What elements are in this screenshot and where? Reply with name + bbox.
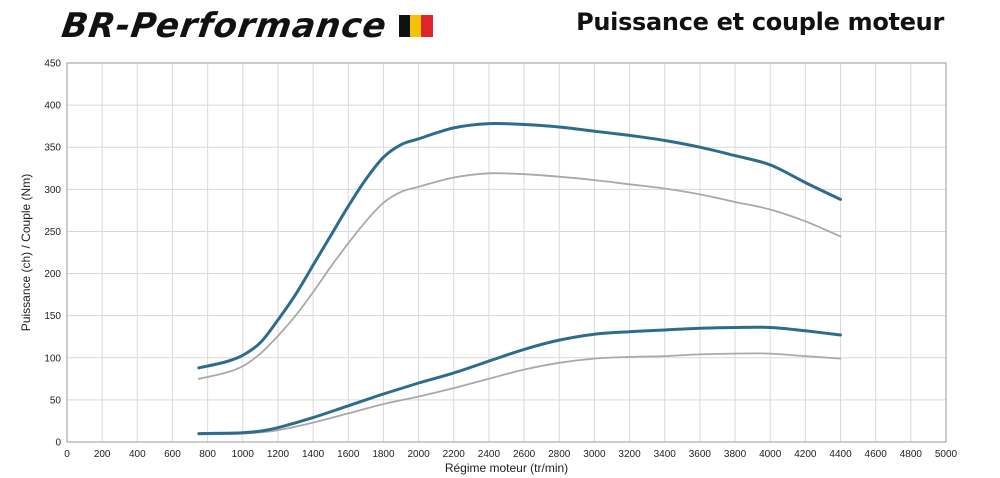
plot-border xyxy=(66,62,947,443)
y-tick-label: 150 xyxy=(44,311,61,322)
x-axis-label: Régime moteur (tr/min) xyxy=(445,461,568,475)
y-tick-label: 100 xyxy=(44,353,61,364)
power-stock-line xyxy=(197,352,842,436)
x-tick-label: 4000 xyxy=(759,449,782,460)
brand-logo: BR-Performance xyxy=(59,4,433,48)
x-tick-label: 2200 xyxy=(443,449,466,460)
flag-stripe-yellow xyxy=(410,15,422,37)
y-axis-label: Puissance (ch) / Couple (Nm) xyxy=(19,174,33,331)
x-tick-label: 4800 xyxy=(900,449,923,460)
x-tick-label: 2400 xyxy=(478,449,501,460)
x-tick-label: 600 xyxy=(164,449,181,460)
x-tick-label: 5000 xyxy=(935,449,958,460)
x-tick-label: 3600 xyxy=(689,449,712,460)
x-tick-label: 3200 xyxy=(618,449,641,460)
x-tick-label: 2000 xyxy=(407,449,430,460)
flag-stripe-black xyxy=(398,15,411,37)
y-tick-label: 0 xyxy=(55,438,61,449)
y-tick-label: 450 xyxy=(44,59,61,70)
x-tick-label: 1800 xyxy=(372,449,395,460)
x-tick-label: 3800 xyxy=(724,449,747,460)
x-tick-label: 1000 xyxy=(232,449,255,460)
y-axis-ticks: 0 50 100 150 200 250 300 350 400 450 xyxy=(44,59,61,449)
chart-series xyxy=(197,121,842,436)
y-tick-label: 50 xyxy=(50,395,62,406)
x-tick-label: 1200 xyxy=(267,449,290,460)
y-tick-label: 200 xyxy=(44,269,61,280)
x-tick-label: 800 xyxy=(199,449,216,460)
belgian-flag-icon xyxy=(398,15,433,37)
x-tick-label: 400 xyxy=(129,449,146,460)
flag-stripe-red xyxy=(421,15,433,37)
x-tick-label: 1600 xyxy=(337,449,360,460)
torque-tuned-line xyxy=(197,121,842,370)
torque-stock-line xyxy=(197,172,842,380)
x-tick-label: 4600 xyxy=(865,449,888,460)
y-tick-label: 300 xyxy=(44,185,61,196)
x-tick-label: 2600 xyxy=(513,449,536,460)
y-tick-label: 250 xyxy=(44,227,61,238)
x-tick-label: 2800 xyxy=(548,449,571,460)
chart-title: Puissance et couple moteur xyxy=(576,8,944,36)
x-tick-label: 0 xyxy=(64,449,70,460)
x-tick-label: 4400 xyxy=(829,449,852,460)
x-tick-label: 3000 xyxy=(583,449,606,460)
power-tuned-line xyxy=(197,325,842,436)
x-tick-label: 1400 xyxy=(302,449,325,460)
x-axis-ticks: 0 200 400 600 800 1000 1200 1400 1600 1800 2000 220… xyxy=(64,449,957,460)
x-tick-label: 4200 xyxy=(794,449,817,460)
y-tick-label: 350 xyxy=(44,143,61,154)
chart-grid xyxy=(66,62,947,443)
y-tick-label: 400 xyxy=(44,101,61,112)
x-tick-label: 3400 xyxy=(654,449,677,460)
x-tick-label: 200 xyxy=(94,449,111,460)
